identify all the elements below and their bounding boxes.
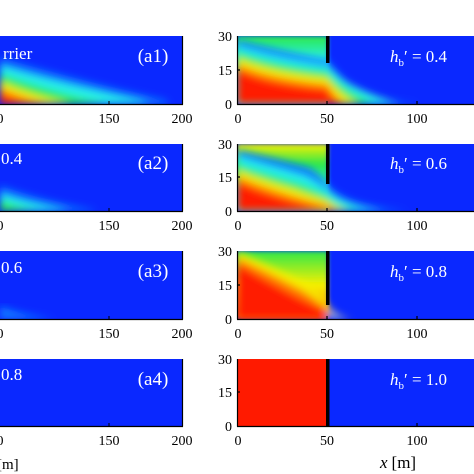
left-x-axis-label: [m] <box>0 457 19 473</box>
panel-b1-annotation: hb′ = 0.4 <box>390 47 448 69</box>
y-tick-label: 15 <box>218 386 232 401</box>
x-tick-label: 0 <box>235 219 242 234</box>
panel-a2: 0.4 (a2) 0 150 200 <box>0 144 193 234</box>
panel-a4: 0.8 (a4) 0 150 200 [m] <box>0 359 193 473</box>
x-tick-label: 150 <box>99 112 120 127</box>
y-tick-label: 15 <box>218 171 232 186</box>
y-tick-label: 30 <box>218 245 232 260</box>
panel-a3-annotation: 0.6 <box>1 258 22 277</box>
panel-b1-barrier <box>326 36 330 63</box>
panel-a2-label: (a2) <box>138 153 169 174</box>
x-tick-label: 200 <box>172 219 193 234</box>
x-tick-label: 100 <box>407 434 428 449</box>
panel-b1-axes <box>236 36 474 106</box>
panel-a1: rrier (a1) 0 150 200 <box>0 36 193 127</box>
panel-b3: 30 15 0 0 50 100 hb′ = 0.8 <box>218 245 474 342</box>
panel-a1-plume <box>0 58 170 104</box>
x-tick-label: 0 <box>0 112 4 127</box>
x-tick-label: 50 <box>320 219 334 234</box>
y-tick-label: 30 <box>218 353 232 368</box>
panel-b4: 30 15 0 0 50 100 hb′ = 1.0 x [m] <box>218 353 474 472</box>
panel-a1-label: (a1) <box>138 46 169 67</box>
panel-b4-axes <box>236 359 474 428</box>
panel-a1-annotation: rrier <box>3 44 33 63</box>
panel-b3-field <box>237 251 352 319</box>
panel-a4-annotation: 0.8 <box>1 365 22 384</box>
x-tick-label: 50 <box>320 434 334 449</box>
x-tick-label: 0 <box>235 434 242 449</box>
y-tick-label: 15 <box>218 279 232 294</box>
x-tick-label: 100 <box>407 219 428 234</box>
x-tick-label: 50 <box>320 112 334 127</box>
x-tick-label: 100 <box>407 112 428 127</box>
panel-b4-barrier <box>326 359 330 426</box>
panel-b4-saturated-region <box>237 359 327 426</box>
x-tick-label: 0 <box>235 327 242 342</box>
y-tick-label: 0 <box>225 98 232 113</box>
x-tick-label: 150 <box>99 434 120 449</box>
y-tick-label: 0 <box>225 313 232 328</box>
y-tick-label: 15 <box>218 64 232 79</box>
y-tick-label: 0 <box>225 205 232 220</box>
x-tick-label: 0 <box>0 434 4 449</box>
y-tick-label: 0 <box>225 420 232 435</box>
y-tick-label: 30 <box>218 138 232 153</box>
x-tick-label: 0 <box>0 327 4 342</box>
panel-b2-axes <box>236 144 474 213</box>
x-tick-label: 200 <box>172 112 193 127</box>
panel-b2: 30 15 0 0 50 100 hb′ = 0.6 <box>218 138 474 234</box>
panel-a4-label: (a4) <box>138 369 169 390</box>
panel-a3-background <box>0 251 183 319</box>
panel-a4-background <box>0 359 183 426</box>
x-tick-label: 50 <box>320 327 334 342</box>
x-tick-label: 100 <box>407 327 428 342</box>
panel-b1: 30 15 0 0 50 100 hb′ = 0.4 <box>218 30 474 127</box>
panel-b4-annotation: hb′ = 1.0 <box>390 370 447 392</box>
x-tick-label: 150 <box>99 219 120 234</box>
x-tick-label: 200 <box>172 327 193 342</box>
x-tick-label: 0 <box>235 112 242 127</box>
x-tick-label: 200 <box>172 434 193 449</box>
right-x-axis-label: x [m] <box>379 453 416 472</box>
panel-b1-field <box>237 36 420 104</box>
y-tick-label: 30 <box>218 30 232 45</box>
x-tick-label: 150 <box>99 327 120 342</box>
panel-b2-annotation: hb′ = 0.6 <box>390 154 447 176</box>
panel-b2-barrier <box>326 144 330 184</box>
panel-b3-annotation: hb′ = 0.8 <box>390 262 447 284</box>
panel-a3-label: (a3) <box>138 261 169 282</box>
panel-b3-axes <box>236 251 474 321</box>
panel-a2-annotation: 0.4 <box>1 149 23 168</box>
panel-a3-plume <box>0 306 55 319</box>
panel-b3-barrier <box>326 251 330 305</box>
x-tick-label: 0 <box>0 219 4 234</box>
panel-b2-field <box>237 144 410 211</box>
panel-a3: 0.6 (a3) 0 150 200 <box>0 251 193 342</box>
panel-a2-plume <box>0 186 95 211</box>
